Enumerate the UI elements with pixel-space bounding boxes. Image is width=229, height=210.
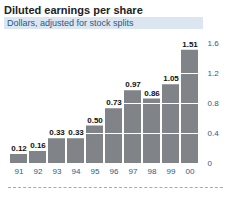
- svg-text:0.8: 0.8: [208, 99, 220, 108]
- svg-text:97: 97: [129, 167, 138, 176]
- svg-text:1.6: 1.6: [208, 39, 220, 48]
- svg-text:0.12: 0.12: [11, 144, 27, 153]
- svg-text:92: 92: [34, 167, 43, 176]
- svg-text:98: 98: [148, 167, 157, 176]
- svg-text:00: 00: [186, 167, 195, 176]
- svg-text:0.16: 0.16: [30, 141, 46, 150]
- svg-text:0.97: 0.97: [125, 80, 141, 89]
- svg-text:91: 91: [15, 167, 24, 176]
- svg-text:93: 93: [53, 167, 62, 176]
- svg-text:0.73: 0.73: [106, 98, 122, 107]
- svg-text:1.2: 1.2: [208, 69, 220, 78]
- svg-text:99: 99: [167, 167, 176, 176]
- svg-text:94: 94: [72, 167, 81, 176]
- svg-text:95: 95: [91, 167, 100, 176]
- svg-text:0.4: 0.4: [208, 129, 220, 138]
- svg-text:0: 0: [208, 159, 213, 168]
- svg-text:0.33: 0.33: [68, 128, 84, 137]
- svg-text:0.86: 0.86: [144, 89, 160, 98]
- svg-text:1.05: 1.05: [163, 74, 179, 83]
- svg-text:0.33: 0.33: [49, 128, 65, 137]
- html-text:Dollars, adjusted for stock sp: Dollars, adjusted for stock splits: [7, 18, 134, 28]
- svg-text:1.51: 1.51: [182, 40, 198, 49]
- svg-text:96: 96: [110, 167, 119, 176]
- svg-text:0.50: 0.50: [87, 116, 103, 125]
- html-text:Diluted earnings per share: Diluted earnings per share: [4, 4, 143, 16]
